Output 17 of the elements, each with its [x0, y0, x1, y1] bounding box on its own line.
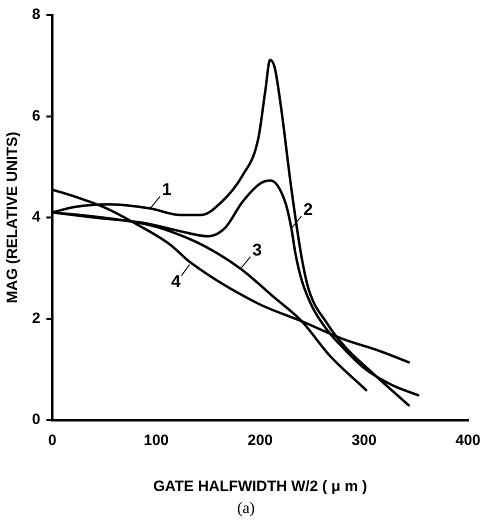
y-tick-label: 0 [32, 411, 40, 428]
x-tick-label: 400 [455, 432, 481, 450]
annotation: 4 [171, 272, 182, 292]
x-tick-label: 200 [248, 432, 273, 450]
y-axis-title: MAG (RELATIVE UNITS) [4, 132, 22, 304]
x-tick-label: 0 [48, 432, 57, 450]
annotation: 3 [252, 240, 262, 260]
text: (a) [236, 500, 256, 518]
x-tick-label: 100 [144, 432, 169, 450]
x-axis-title: GATE HALFWIDTH W/2 ( μ m ) [153, 478, 368, 496]
y-tick-label: 4 [32, 208, 41, 226]
y-tick-label: 6 [32, 107, 40, 124]
y-tick-label: 8 [32, 6, 40, 24]
annotation: 1 [162, 180, 172, 200]
x-tick-label: 300 [352, 432, 377, 450]
annotation: 2 [303, 200, 313, 219]
y-tick-label: 2 [32, 310, 40, 327]
